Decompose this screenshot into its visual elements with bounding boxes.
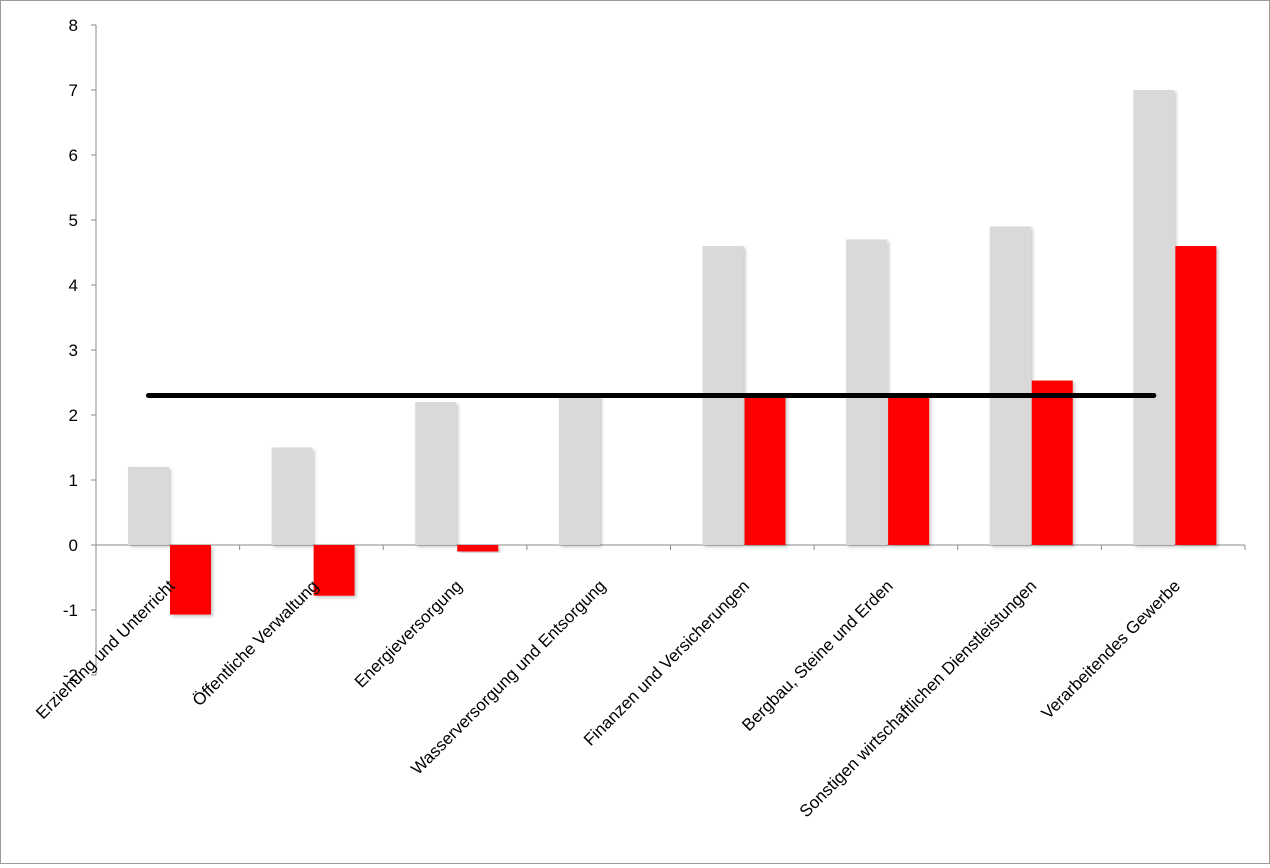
x-tick-label: Finanzen und Versicherungen bbox=[580, 576, 753, 749]
red-bar bbox=[313, 545, 355, 596]
y-tick-label: 7 bbox=[69, 81, 78, 100]
bars bbox=[128, 90, 1217, 615]
grey-bar bbox=[989, 226, 1031, 545]
y-tick-label: 1 bbox=[69, 471, 78, 490]
x-tick-label: Bergbau, Steine und Erden bbox=[738, 576, 896, 734]
red-bar bbox=[457, 545, 499, 552]
y-tick-label: 3 bbox=[69, 341, 78, 360]
y-tick-label: 8 bbox=[69, 16, 78, 35]
y-tick-label: -2 bbox=[63, 666, 78, 685]
grey-bar bbox=[415, 402, 457, 545]
axes bbox=[91, 24, 1246, 676]
grey-bar bbox=[1133, 90, 1175, 545]
x-tick-label: Energieversorgung bbox=[351, 576, 466, 691]
grey-bar bbox=[271, 447, 313, 545]
red-bar bbox=[1175, 246, 1217, 545]
y-tick-label: 0 bbox=[69, 536, 78, 555]
y-tick-label: 6 bbox=[69, 146, 78, 165]
y-tick-label: 4 bbox=[69, 276, 78, 295]
x-tick-label: Erziehung und Unterricht bbox=[32, 576, 179, 723]
x-tick-label: Sonstigen wirtschaftlichen Dienstleistun… bbox=[796, 576, 1041, 821]
red-bar bbox=[744, 395, 786, 545]
y-tick-label: 2 bbox=[69, 406, 78, 425]
y-tick-label: -1 bbox=[63, 601, 78, 620]
red-bar bbox=[170, 545, 211, 615]
grey-bar bbox=[558, 395, 600, 545]
grey-bar bbox=[846, 239, 888, 545]
y-tick-labels: -2 -1 0 1 2 3 4 5 6 7 8 bbox=[63, 16, 78, 685]
red-bar bbox=[888, 395, 930, 545]
y-tick-label: 5 bbox=[69, 211, 78, 230]
red-bar bbox=[1031, 380, 1073, 545]
x-tick-label: Verarbeitendes Gewerbe bbox=[1038, 576, 1184, 722]
grey-bar bbox=[128, 467, 169, 545]
